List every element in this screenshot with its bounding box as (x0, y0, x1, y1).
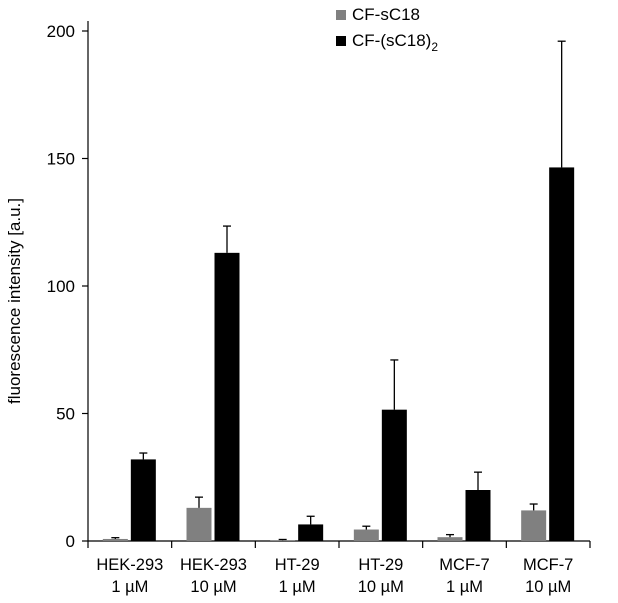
bar-cf-sc18 (102, 538, 128, 541)
axes: 0 50 100 150 200 fluorescence intensity [a.u.… (5, 21, 591, 551)
x-tick-label: HT-29 (358, 556, 403, 574)
legend-entry-text: CF-(sC18) (352, 31, 431, 50)
y-tick-label: 100 (47, 277, 75, 296)
bar-cf-sc18-2 (130, 459, 156, 541)
legend-entry-label: CF-(sC18)2 (352, 31, 438, 54)
bar-cf-sc18 (437, 537, 463, 541)
x-tick-label: HEK-293 (96, 556, 163, 574)
bar-cf-sc18-2 (298, 524, 324, 541)
legend-swatch (336, 36, 346, 46)
labels: HEK-293 1 µM HEK-293 10 µM HT-29 1 µM HT-29 10 … (96, 556, 573, 596)
x-tick-label-unit: 1 µM (446, 578, 483, 596)
x-tick-label-unit: 10 µM (190, 578, 236, 596)
x-tick-label: HT-29 (275, 556, 320, 574)
x-tick-label-unit: 10 µM (525, 578, 571, 596)
bar-cf-sc18 (270, 540, 296, 541)
legend-entry-label: CF-sC18 (352, 5, 420, 24)
x-tick-label: HEK-293 (180, 556, 247, 574)
x-tick-label-unit: 1 µM (279, 578, 316, 596)
bar-cf-sc18 (353, 529, 379, 541)
legend-entry-subscript: 2 (431, 40, 438, 54)
legend-entry-text: CF-sC18 (352, 5, 420, 24)
y-tick-label: 150 (47, 150, 75, 169)
bar-cf-sc18 (186, 507, 212, 541)
y-tick-label: 50 (56, 405, 75, 424)
x-tick-label: MCF-7 (523, 556, 573, 574)
x-tick-label: MCF-7 (439, 556, 489, 574)
y-tick-label: 200 (47, 22, 75, 41)
y-axis-title: fluorescence intensity [a.u.] (5, 198, 24, 404)
bar-cf-sc18 (521, 510, 547, 541)
legend-swatch (336, 10, 346, 20)
bars (102, 40, 575, 542)
bar-cf-sc18-2 (214, 252, 240, 541)
y-tick-label: 0 (66, 532, 75, 551)
bar-cf-sc18-2 (549, 167, 575, 542)
bar-cf-sc18-2 (381, 409, 407, 541)
x-tick-label-unit: 10 µM (358, 578, 404, 596)
bar-cf-sc18-2 (465, 490, 491, 541)
x-tick-label-unit: 1 µM (111, 578, 148, 596)
legend: CF-sC18 CF-(sC18)2 (336, 5, 438, 54)
